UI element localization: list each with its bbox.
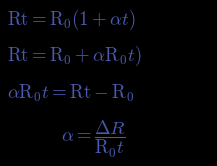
Text: $\alpha \mathrm{R_0} t = \mathrm{Rt} - \mathrm{R_0}$: $\alpha \mathrm{R_0} t = \mathrm{Rt} - \… [7,82,134,104]
Text: $\mathrm{Rt} = \mathrm{R_0} + \alpha \mathrm{R_0} t)$: $\mathrm{Rt} = \mathrm{R_0} + \alpha \ma… [7,45,141,68]
Text: $\mathrm{Rt} = \mathrm{R_0}(1 + \alpha t)$: $\mathrm{Rt} = \mathrm{R_0}(1 + \alpha t… [7,8,135,32]
Text: $\alpha = \dfrac{\Delta R}{\mathrm{R_0} t}$: $\alpha = \dfrac{\Delta R}{\mathrm{R_0} … [61,119,126,160]
